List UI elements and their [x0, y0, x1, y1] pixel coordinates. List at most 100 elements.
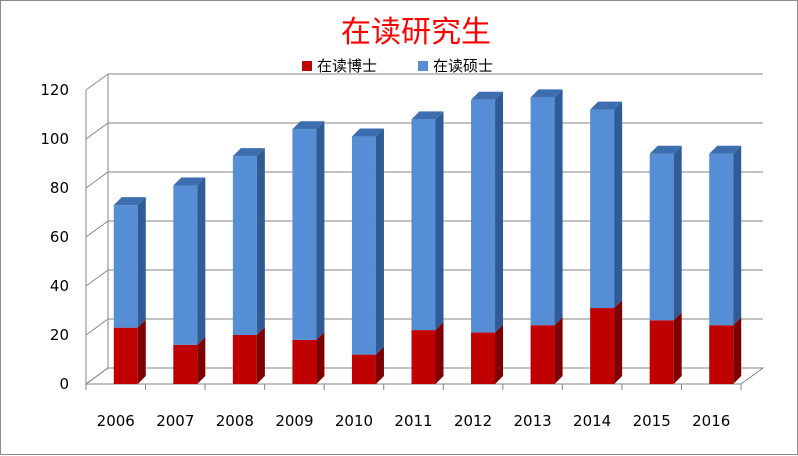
bar-phd-2006	[113, 319, 146, 384]
bar-masters-2011	[411, 111, 444, 331]
y-tick-label: 60	[50, 228, 69, 246]
bar-side	[256, 148, 265, 335]
bar-side	[554, 317, 563, 384]
bar-side	[733, 145, 742, 326]
bar-top	[113, 197, 146, 206]
gridline-slant	[85, 122, 109, 140]
bar-side	[256, 327, 265, 384]
bar-masters-2012	[471, 91, 504, 333]
bar-side	[137, 319, 146, 384]
bar-side	[614, 300, 623, 384]
gridline-slant	[85, 318, 109, 336]
bar-front	[530, 97, 555, 326]
legend: 在读博士 在读硕士	[302, 57, 493, 75]
bar-side	[495, 91, 504, 333]
bar-phd-2010	[351, 346, 384, 384]
bar-front	[590, 308, 615, 384]
bar-front	[411, 330, 436, 384]
bar-front	[232, 156, 257, 335]
y-tick-label: 0	[59, 375, 69, 393]
bar-front	[649, 153, 674, 321]
y-tick-label: 40	[50, 277, 69, 295]
bar-masters-2013	[530, 89, 563, 326]
bar-masters-2006	[113, 197, 146, 328]
bar-top	[590, 101, 623, 110]
bar-phd-2013	[530, 317, 563, 384]
bar-side	[733, 317, 742, 384]
bar-front	[649, 320, 674, 384]
bar-side	[197, 336, 206, 384]
bar-top	[411, 111, 444, 120]
bar-top	[292, 121, 325, 130]
bar-masters-2014	[590, 101, 623, 309]
bar-front	[471, 332, 496, 384]
bar-front	[590, 109, 615, 309]
bar-top	[530, 89, 563, 98]
bar-side	[435, 322, 444, 384]
y-tick-label: 100	[40, 130, 69, 148]
y-tick-label: 20	[50, 326, 69, 344]
bar-top	[471, 91, 504, 100]
bar-front	[292, 129, 317, 340]
x-tick-label: 2009	[275, 412, 313, 430]
x-tick-label: 2011	[394, 412, 432, 430]
bar-front	[530, 325, 555, 384]
bar-side	[375, 128, 384, 355]
bar-masters-2015	[649, 145, 682, 321]
bar-front	[411, 119, 436, 331]
bar-side	[673, 312, 682, 384]
bar-masters-2007	[173, 177, 206, 345]
legend-swatch-phd	[302, 61, 312, 71]
bar-top	[351, 128, 384, 137]
bar-front	[173, 185, 198, 345]
x-tick-label: 2015	[633, 412, 671, 430]
bar-side	[554, 89, 563, 326]
x-tick-label: 2013	[513, 412, 551, 430]
x-tick-label: 2014	[573, 412, 611, 430]
x-tick-label: 2016	[692, 412, 730, 430]
chart-title: 在读研究生	[341, 15, 491, 50]
bar-phd-2009	[292, 331, 325, 384]
bar-masters-2016	[709, 145, 742, 326]
bar-front	[351, 354, 376, 384]
bar-masters-2009	[292, 121, 325, 340]
bar-phd-2014	[590, 300, 623, 384]
gridline-slant	[85, 220, 109, 238]
x-tick-label: 2006	[97, 412, 135, 430]
bar-side	[316, 121, 325, 340]
bar-phd-2008	[232, 327, 265, 384]
bar-top	[649, 145, 682, 154]
bar-masters-2010	[351, 128, 384, 355]
gridline-slant	[85, 73, 109, 91]
bar-front	[709, 325, 734, 384]
bar-side	[197, 177, 206, 345]
bar-front	[173, 344, 198, 384]
bar-phd-2012	[471, 324, 504, 384]
bar-phd-2007	[173, 336, 206, 384]
bar-top	[709, 145, 742, 154]
legend-label-phd: 在读博士	[317, 57, 377, 75]
bar-front	[351, 136, 376, 355]
legend-swatch-masters	[418, 61, 428, 71]
x-tick-label: 2012	[454, 412, 492, 430]
bars	[113, 89, 742, 384]
gridline-slant	[85, 171, 109, 189]
bar-side	[614, 101, 623, 309]
x-tick-label: 2007	[156, 412, 194, 430]
bar-side	[375, 346, 384, 384]
bar-front	[292, 339, 317, 384]
bar-phd-2015	[649, 312, 682, 384]
bar-front	[709, 153, 734, 326]
bar-side	[673, 145, 682, 321]
x-tick-label: 2008	[216, 412, 254, 430]
bar-top	[173, 177, 206, 186]
legend-label-masters: 在读硕士	[433, 57, 493, 75]
bar-front	[113, 327, 138, 384]
bar-side	[495, 324, 504, 384]
gridline-slant	[85, 269, 109, 287]
bar-side	[435, 111, 444, 331]
bar-front	[471, 99, 496, 333]
bar-side	[316, 331, 325, 384]
